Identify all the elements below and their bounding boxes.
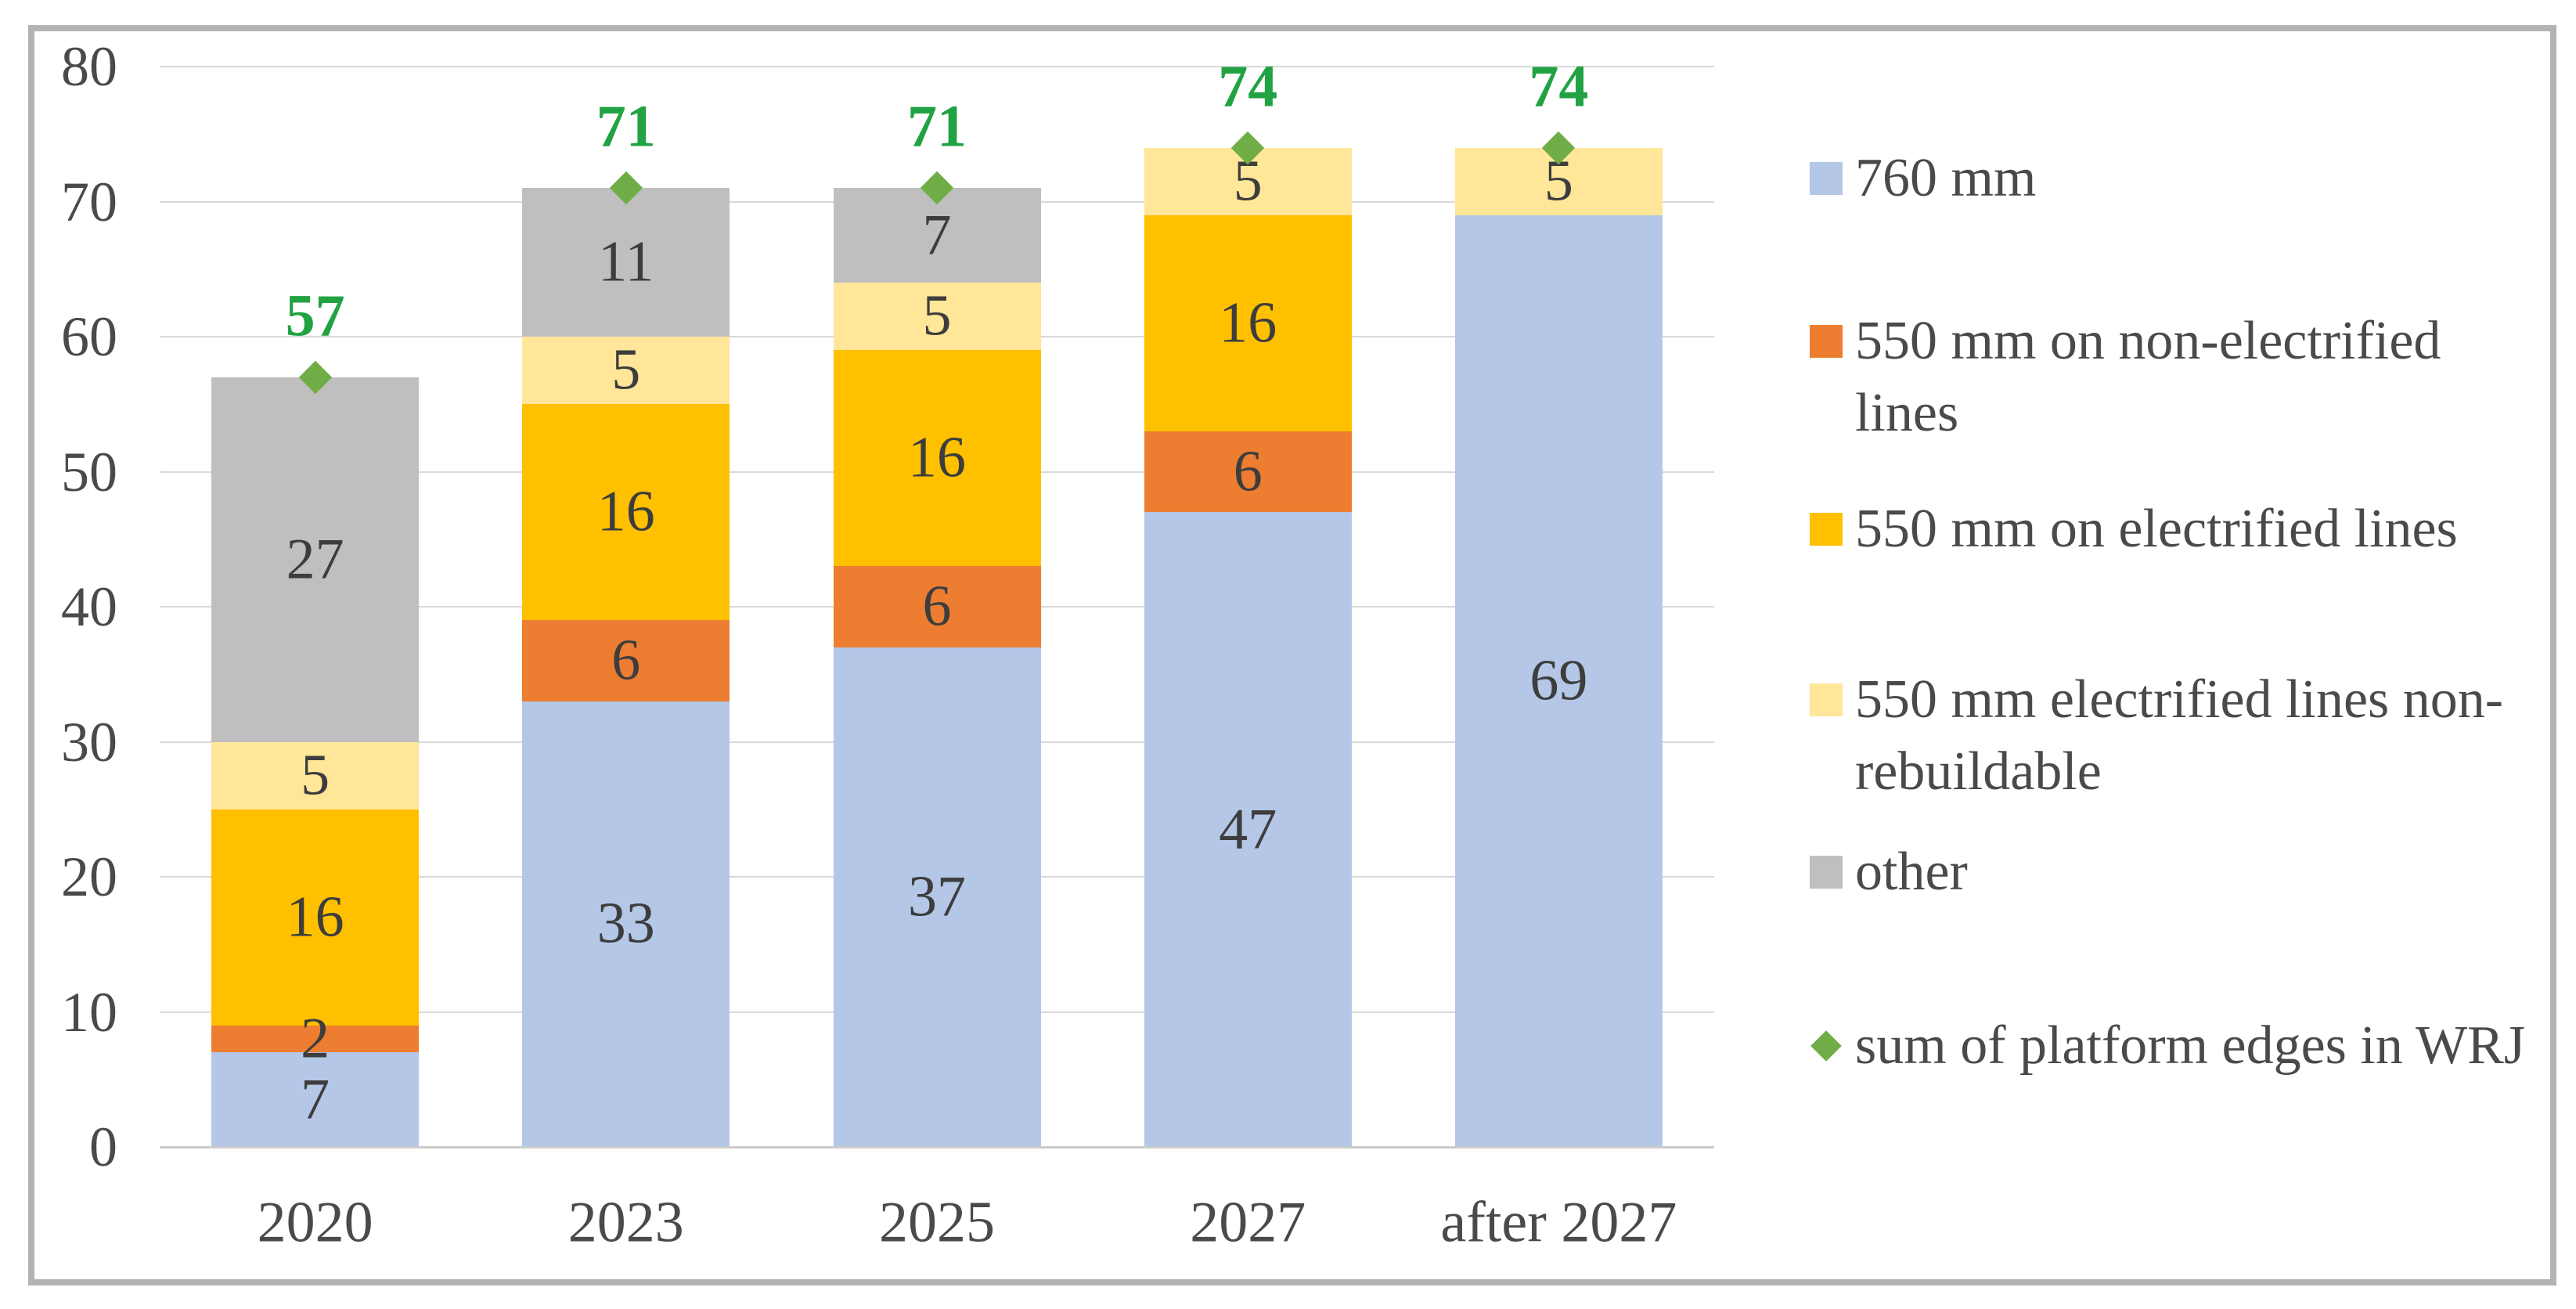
bar-segment xyxy=(833,647,1041,1147)
legend-label: 550 mm electrified lines non-rebuildable xyxy=(1855,669,2504,802)
bar-segment xyxy=(522,701,730,1147)
bar-segment-label: 37 xyxy=(908,864,966,929)
bar-segment-label: 2 xyxy=(301,1006,330,1071)
bar-segment-label: 5 xyxy=(611,337,641,402)
sum-total-label: 74 xyxy=(1529,53,1589,119)
y-tick-label: 30 xyxy=(61,710,117,774)
sum-total-label: 71 xyxy=(907,93,967,160)
bar-segment-label: 16 xyxy=(596,479,655,544)
bar-segment xyxy=(833,283,1041,351)
bar-segment xyxy=(522,337,730,405)
legend-swatch-icon xyxy=(1810,683,1843,716)
bar-segment-label: 33 xyxy=(596,891,655,956)
legend-swatch-icon xyxy=(1810,325,1843,358)
x-axis-label: 2023 xyxy=(567,1190,684,1255)
bar-segment-label: 5 xyxy=(301,743,330,808)
y-tick-label: 10 xyxy=(61,980,117,1044)
bar-segment-label: 11 xyxy=(598,229,654,294)
bar-segment xyxy=(211,1025,420,1053)
legend-swatch-icon xyxy=(1810,162,1843,195)
legend-label: sum of platform edges in WRJ xyxy=(1855,1015,2526,1076)
y-tick-label: 70 xyxy=(61,170,117,233)
legend-label: other xyxy=(1855,842,1968,902)
bar-segment xyxy=(211,809,420,1026)
y-tick-label: 80 xyxy=(61,35,117,98)
y-tick-label: 50 xyxy=(61,440,117,503)
legend-label: 550 mm on electrified lines xyxy=(1855,499,2458,559)
x-axis-line xyxy=(160,1146,1714,1149)
y-gridline xyxy=(160,66,1714,67)
bar-segment xyxy=(211,1052,420,1147)
bar-segment xyxy=(211,741,420,810)
bar-segment-label: 16 xyxy=(1219,290,1277,355)
sum-total-label: 74 xyxy=(1218,53,1278,119)
legend-label: 760 mm xyxy=(1855,148,2037,208)
bar-segment-label: 7 xyxy=(301,1067,330,1132)
bar-segment-label: 5 xyxy=(922,283,952,348)
bar-segment xyxy=(522,404,730,621)
x-axis-label: 2027 xyxy=(1190,1190,1306,1255)
bar-segment xyxy=(833,350,1041,567)
y-tick-label: 60 xyxy=(61,305,117,368)
x-axis-label: after 2027 xyxy=(1440,1190,1677,1255)
bar-segment-label: 16 xyxy=(908,425,966,490)
bar-segment xyxy=(1144,215,1352,431)
bar-segment xyxy=(1144,512,1352,1147)
bar-segment-label: 16 xyxy=(286,885,344,950)
bar-segment-label: 6 xyxy=(1233,439,1263,503)
legend-label: 550 mm on non-electrified lines xyxy=(1855,311,2441,443)
y-tick-label: 20 xyxy=(61,846,117,908)
bar-segment xyxy=(1144,431,1352,513)
bar-segment-label: 6 xyxy=(922,574,952,639)
bar-segment-label: 6 xyxy=(611,628,641,693)
bar-segment xyxy=(522,620,730,701)
x-axis-label: 2025 xyxy=(879,1190,995,1255)
y-tick-label: 40 xyxy=(61,575,117,638)
bar-segment-label: 27 xyxy=(286,527,344,592)
bar-segment xyxy=(833,566,1041,647)
bar-segment-label: 47 xyxy=(1219,797,1277,862)
bar-segment-label: 69 xyxy=(1529,648,1588,713)
sum-total-label: 57 xyxy=(285,283,345,349)
bar-segment xyxy=(211,377,420,742)
legend-swatch-icon xyxy=(1810,513,1843,546)
y-tick-label: 0 xyxy=(89,1116,117,1178)
legend-diamond-icon xyxy=(1810,1030,1842,1062)
sum-total-label: 71 xyxy=(596,93,656,160)
legend-swatch-icon xyxy=(1810,856,1843,889)
x-axis-label: 2020 xyxy=(257,1190,373,1255)
bar-segment xyxy=(1454,215,1663,1147)
bar-segment xyxy=(522,188,730,337)
chart-legend: 760 mm 550 mm on non-electrified lines 550… xyxy=(1810,0,2545,1309)
bar-segment-label: 7 xyxy=(922,203,952,268)
